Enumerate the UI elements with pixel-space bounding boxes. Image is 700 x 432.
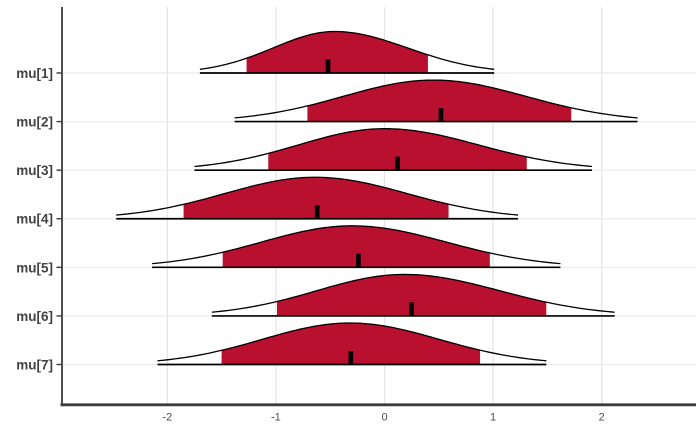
credible-interval-fill (183, 177, 449, 219)
density-outline (234, 79, 638, 119)
median-tick (314, 205, 320, 219)
y-axis-label: mu[7] (16, 357, 53, 372)
median-tick (438, 108, 444, 121)
x-axis-tick-label: -1 (271, 412, 281, 424)
density-row-mu[7] (157, 322, 547, 366)
credible-interval-fill (268, 128, 527, 171)
density-row-mu[1] (199, 30, 495, 74)
y-axis-label: mu[6] (16, 309, 53, 324)
median-tick (409, 302, 414, 316)
x-axis-tick-label: -2 (162, 412, 172, 424)
density-outline (194, 128, 592, 168)
density-row-mu[3] (194, 128, 592, 172)
median-tick (325, 59, 331, 73)
y-axis-label: mu[5] (16, 260, 53, 275)
y-axis-label: mu[4] (16, 212, 53, 227)
density-row-mu[2] (234, 79, 638, 123)
y-axis-label: mu[3] (16, 163, 53, 178)
density-row-mu[4] (116, 176, 519, 220)
median-tick (348, 350, 354, 364)
density-outline (211, 273, 615, 313)
density-row-mu[5] (152, 225, 561, 269)
y-axis-label: mu[2] (16, 115, 53, 130)
density-outline (116, 176, 519, 216)
density-row-mu[6] (211, 273, 615, 317)
credible-interval-fill (307, 80, 572, 122)
credible-interval-fill (246, 31, 428, 73)
density-outline (199, 30, 495, 70)
density-outline (157, 322, 547, 362)
x-axis-tick-label: 2 (599, 412, 605, 424)
median-tick (395, 156, 400, 170)
credible-interval-fill (276, 274, 547, 316)
median-tick (356, 253, 361, 267)
density-outline (152, 225, 561, 265)
x-axis-tick-label: 0 (381, 412, 387, 424)
y-axis-label: mu[1] (16, 66, 53, 81)
x-axis-tick-label: 1 (490, 412, 496, 424)
